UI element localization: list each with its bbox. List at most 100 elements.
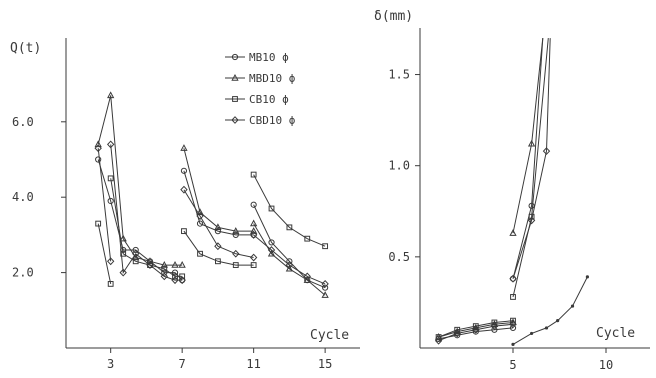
- load-data-point: [181, 228, 187, 235]
- load-data-point: [160, 261, 168, 268]
- deflection-data-point: [491, 319, 498, 326]
- deflection-data-point: [509, 229, 517, 236]
- load-series-line: [183, 148, 254, 232]
- deflection-data-point: [544, 326, 549, 330]
- deflection-x-tick-label: 10: [599, 358, 613, 372]
- legend-entry-label: MBD10 ϕ: [249, 72, 296, 85]
- load-series-line: [97, 159, 183, 281]
- legend-marker: [231, 53, 239, 61]
- load-data-point: [180, 144, 188, 151]
- load-series-line: [253, 204, 326, 289]
- load-data-point: [107, 281, 114, 287]
- deflection-y-axis-label: δ(mm): [374, 9, 413, 24]
- deflection-y-tick-label: 0.5: [388, 250, 410, 264]
- load-data-point: [214, 223, 222, 231]
- load-data-point: [197, 250, 203, 257]
- deflection-data-point: [453, 329, 461, 338]
- load-data-point: [268, 239, 275, 246]
- load-data-point: [250, 227, 258, 234]
- deflection-series-line: [512, 38, 551, 279]
- load-data-point: [321, 291, 329, 298]
- deflection-y-tick-label: 1.0: [388, 159, 410, 173]
- deflection-series-lines: [438, 38, 588, 345]
- legend-entry-label: MB10 ϕ: [249, 51, 289, 64]
- load-y-tick-label: 2.0: [12, 266, 34, 280]
- deflection-series-line: [512, 38, 544, 234]
- load-data-point: [94, 140, 102, 148]
- load-data-point: [171, 261, 179, 268]
- load-y-axis-label: Q(t): [10, 41, 41, 56]
- load-data-point: [120, 246, 127, 254]
- legend-marker: [231, 116, 239, 124]
- load-data-point: [132, 253, 140, 261]
- load-data-point: [268, 205, 275, 212]
- deflection-data-point: [528, 202, 535, 209]
- load-data-point: [94, 144, 102, 153]
- load-data-point: [107, 197, 114, 205]
- load-data-point: [322, 284, 329, 291]
- deflection-series-line: [438, 327, 514, 340]
- load-data-point: [250, 262, 257, 268]
- legend-entry-label: CB10 ϕ: [249, 93, 289, 106]
- load-data-point: [286, 258, 293, 265]
- deflection-data-point: [570, 304, 575, 308]
- load-data-point: [107, 175, 114, 182]
- deflection-data-point: [530, 331, 534, 336]
- load-x-tick-label: 15: [318, 357, 332, 371]
- load-data-point: [180, 167, 188, 174]
- deflection-data-point: [509, 274, 517, 283]
- load-y-tick-label: 6.0: [12, 115, 34, 129]
- load-data-point: [250, 219, 258, 227]
- load-data-point: [119, 268, 127, 277]
- load-legend: MB10 ϕ MBD10 ϕ CB10 ϕ CBD10 ϕ: [225, 51, 296, 127]
- load-data-point: [250, 171, 257, 178]
- load-data-point: [196, 208, 204, 215]
- deflection-y-tick-label: 1.5: [388, 68, 410, 82]
- deflection-data-point: [528, 213, 535, 220]
- deflection-data-point: [491, 326, 498, 333]
- deflection-x-axis-label: Cycle: [596, 326, 635, 341]
- deflection-data-point: [510, 294, 516, 300]
- load-data-point: [180, 185, 188, 194]
- load-data-point: [321, 279, 329, 288]
- deflection-data-point: [509, 320, 517, 329]
- load-data-point: [249, 230, 258, 239]
- load-data-point: [215, 258, 221, 265]
- deflection-data-point: [511, 342, 515, 346]
- load-series-line: [183, 230, 254, 266]
- load-data-point: [214, 242, 222, 251]
- load-series-line: [253, 174, 326, 247]
- deflection-series-line: [512, 38, 544, 279]
- load-data-point: [304, 235, 311, 242]
- legend-marker: [231, 73, 239, 81]
- load-x-axis-label: Cycle: [310, 328, 349, 343]
- load-data-point: [106, 257, 115, 266]
- load-data-point: [171, 276, 179, 285]
- deflection-x-tick-label: 5: [509, 358, 516, 372]
- load-data-point: [267, 249, 276, 257]
- deflection-data-point: [454, 326, 461, 333]
- load-y-tick-label: 4.0: [12, 190, 34, 204]
- load-data-point: [171, 269, 179, 276]
- load-series-line: [253, 223, 326, 296]
- load-series-line: [97, 223, 112, 285]
- load-data-point: [303, 276, 311, 283]
- deflection-data-point: [509, 324, 517, 332]
- load-series-line: [183, 170, 254, 236]
- deflection-data-point: [556, 319, 560, 323]
- load-data-point: [303, 272, 311, 281]
- load-data-point: [232, 227, 240, 234]
- load-data-point: [95, 220, 102, 227]
- load-data-point: [285, 264, 294, 272]
- load-vs-cycle-chart: 2.0 4.0 6.0 3 7 11 15 Q(t) Cycle MB10 ϕ MBD10 ϕ…: [10, 38, 360, 371]
- load-data-point: [161, 269, 168, 276]
- deflection-data-point: [510, 317, 516, 324]
- load-data-point: [161, 265, 168, 272]
- legend-marker: [232, 96, 238, 102]
- deflection-series-markers: [434, 139, 590, 346]
- load-data-point: [146, 257, 154, 264]
- load-series-line: [183, 189, 254, 258]
- load-data-point: [267, 246, 276, 254]
- legend-entry-label: CBD10 ϕ: [249, 114, 296, 127]
- deflection-data-point: [434, 336, 443, 345]
